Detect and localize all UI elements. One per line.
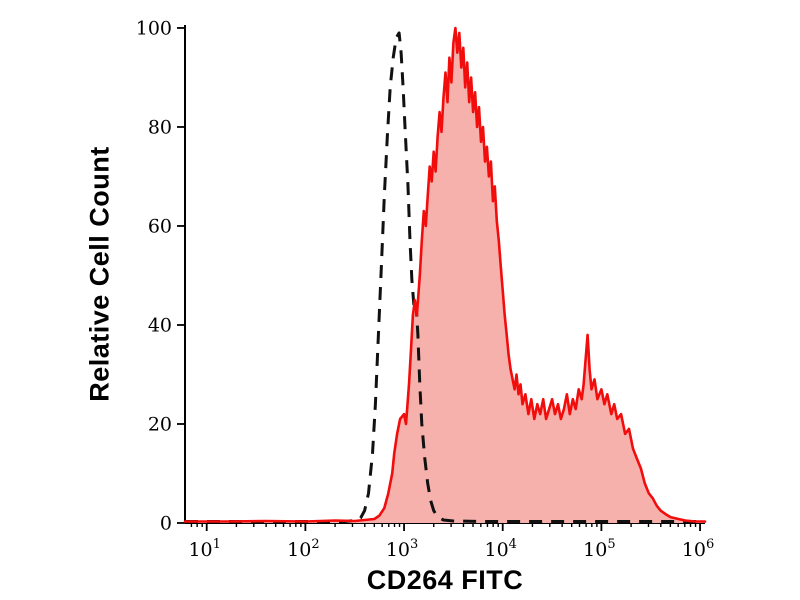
x-axis-title: CD264 FITC: [366, 565, 524, 595]
x-tick-label: 105: [583, 537, 615, 561]
isotype-control-curve: [185, 31, 705, 523]
y-tick-label: 40: [148, 315, 172, 337]
x-tick-label: 106: [682, 537, 714, 561]
y-axis-title: Relative Cell Count: [84, 146, 115, 402]
x-tick-label: 103: [386, 537, 418, 561]
x-tick-label: 104: [484, 537, 516, 561]
y-tick-label: 80: [148, 117, 172, 139]
y-tick-label: 60: [148, 216, 172, 238]
stained-sample-area: [185, 28, 705, 523]
stained-sample-curve: [183, 26, 707, 523]
x-tick-label: 102: [287, 537, 319, 561]
y-tick-label: 20: [148, 414, 172, 436]
y-tick-label: 0: [160, 513, 172, 535]
x-tick-label: 101: [188, 537, 220, 561]
y-tick-label: 100: [136, 18, 172, 40]
